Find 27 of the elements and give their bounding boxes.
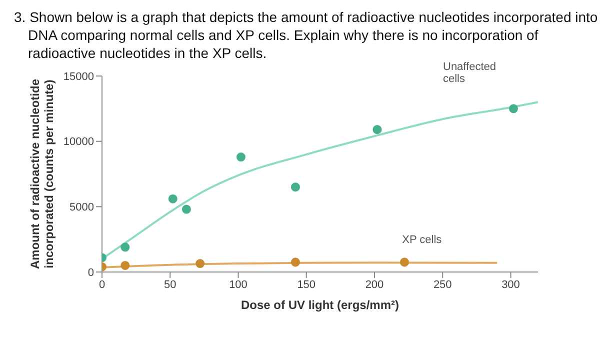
x-tick-label: 250 [433,278,452,291]
x-tick-label: 200 [365,278,384,291]
point [168,194,178,204]
y-tick-label: 15000 [63,70,94,83]
x-tick-label: 50 [164,278,176,291]
series-label: XP cells [402,234,442,246]
point [120,260,130,270]
x-tick-label: 150 [297,278,316,291]
point [182,204,191,214]
x-tick-label: 100 [229,278,248,291]
y-axis-title: Amount of radioactive nucleotide incorporated (counts per minute) [28,78,56,270]
point [508,104,518,114]
y-tick-label: 0 [88,266,94,279]
y-tick-label: 10000 [63,136,94,148]
point [120,242,130,252]
x-axis-title: Dose of UV light (ergs/mm²) [240,298,400,312]
chart-title: 3. Shown below is a graph that depicts the amount of radioactive nucleotides incorporated into DNA comparing normal cells and XP cells. Explain why there is no incorporation of radioactive nucleotides in the XP cells. [13,8,598,62]
text: Unaffected cells [443,61,496,86]
point [196,259,205,268]
y-tick-label: 5000 [70,202,94,214]
x-tick-label: 300 [502,278,520,291]
point [236,152,246,162]
point [400,258,409,267]
point [290,258,300,267]
x-tick-label: 0 [98,278,106,291]
point [372,125,382,134]
point [290,182,300,192]
